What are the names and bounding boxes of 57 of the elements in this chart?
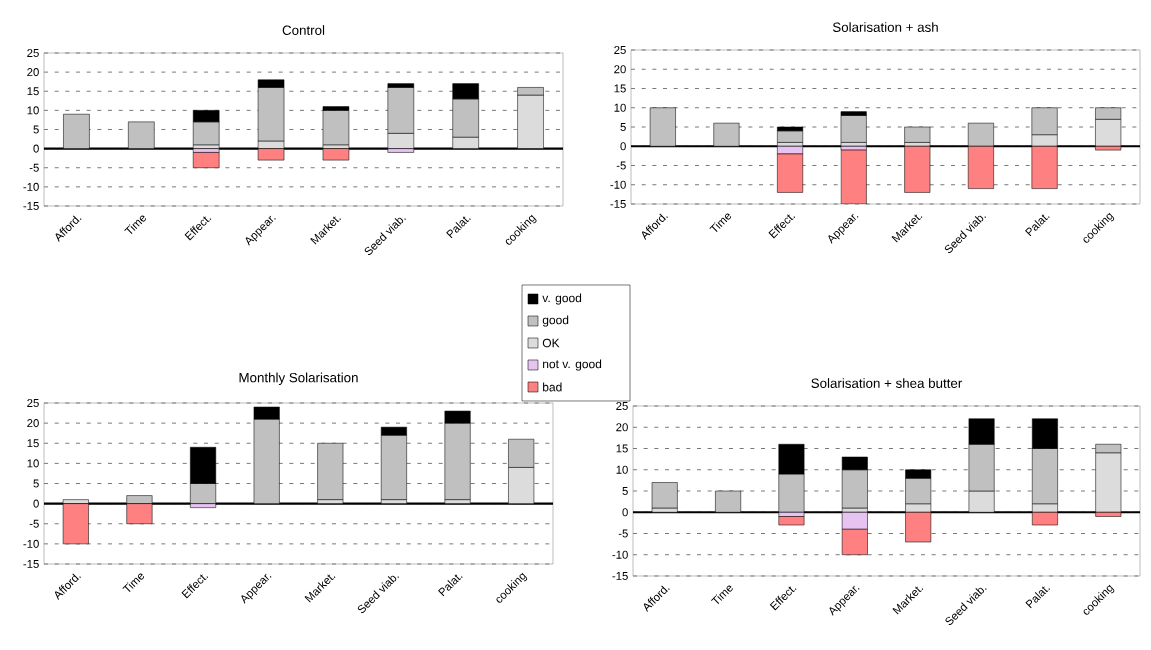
bar [317, 442, 344, 500]
y-tick-label: 25 [614, 46, 626, 54]
y-tick-label: 20 [27, 419, 39, 428]
legend-label: not v. good [543, 359, 602, 371]
y-tick-label: 25 [27, 399, 39, 408]
y-tick-label: 0 [620, 142, 626, 151]
x-tick-label: Time [122, 573, 145, 592]
y-tick-label: 15 [27, 439, 39, 448]
y-tick-label: -5 [29, 163, 39, 172]
y-tick-label: 5 [620, 123, 626, 131]
y-tick-label: 5 [33, 125, 39, 134]
y-tick-label: -10 [610, 180, 626, 189]
y-tick-label: 15 [616, 444, 628, 453]
y-tick-label: 15 [27, 87, 39, 96]
y-tick-label: -5 [618, 529, 628, 538]
legend-label: OK [542, 338, 560, 348]
y-tick-label: -15 [612, 572, 628, 580]
y-tick-label: 0 [622, 508, 628, 517]
chart-title: Solarisation + ash [832, 22, 938, 32]
legend-label: bad [543, 382, 562, 392]
y-tick-label: 20 [27, 68, 39, 77]
y-tick-label: 20 [616, 423, 628, 432]
y-tick-label: -10 [612, 550, 628, 559]
y-tick-label: -10 [23, 182, 39, 191]
chart-title: Solarisation + shea butter [811, 378, 963, 388]
bar [192, 152, 220, 169]
x-tick-label: Time [124, 215, 146, 234]
y-tick-label: 5 [622, 487, 628, 495]
chart-title: Control [282, 25, 325, 35]
y-tick-label: 5 [33, 479, 39, 488]
y-tick-label: 10 [27, 459, 39, 468]
x-tick-label: Time [709, 213, 732, 232]
y-tick-label: 10 [614, 103, 626, 112]
bar [322, 110, 350, 146]
bar [904, 126, 931, 143]
chart-title: Monthly Solarisation [239, 372, 358, 385]
y-tick-label: 0 [33, 144, 39, 153]
y-tick-label: -15 [610, 200, 626, 208]
y-tick-label: 15 [614, 84, 626, 93]
bar [840, 115, 867, 143]
bar [651, 482, 678, 509]
bar [777, 130, 804, 143]
y-tick-label: 0 [33, 499, 39, 508]
y-tick-label: -5 [29, 519, 39, 528]
y-tick-label: 20 [614, 65, 626, 74]
y-tick-label: 25 [27, 49, 39, 57]
y-tick-label: 10 [27, 106, 39, 115]
y-tick-label: -15 [23, 560, 39, 568]
y-tick-label: -15 [23, 202, 39, 210]
x-tick-label: Time [711, 585, 733, 604]
y-tick-label: 25 [616, 402, 628, 411]
y-tick-label: -10 [23, 539, 39, 548]
legend-label: v. good [542, 293, 582, 305]
legend-label: good [542, 315, 569, 327]
bar [778, 516, 805, 526]
y-tick-label: 10 [616, 465, 628, 474]
y-tick-label: -5 [616, 161, 626, 170]
